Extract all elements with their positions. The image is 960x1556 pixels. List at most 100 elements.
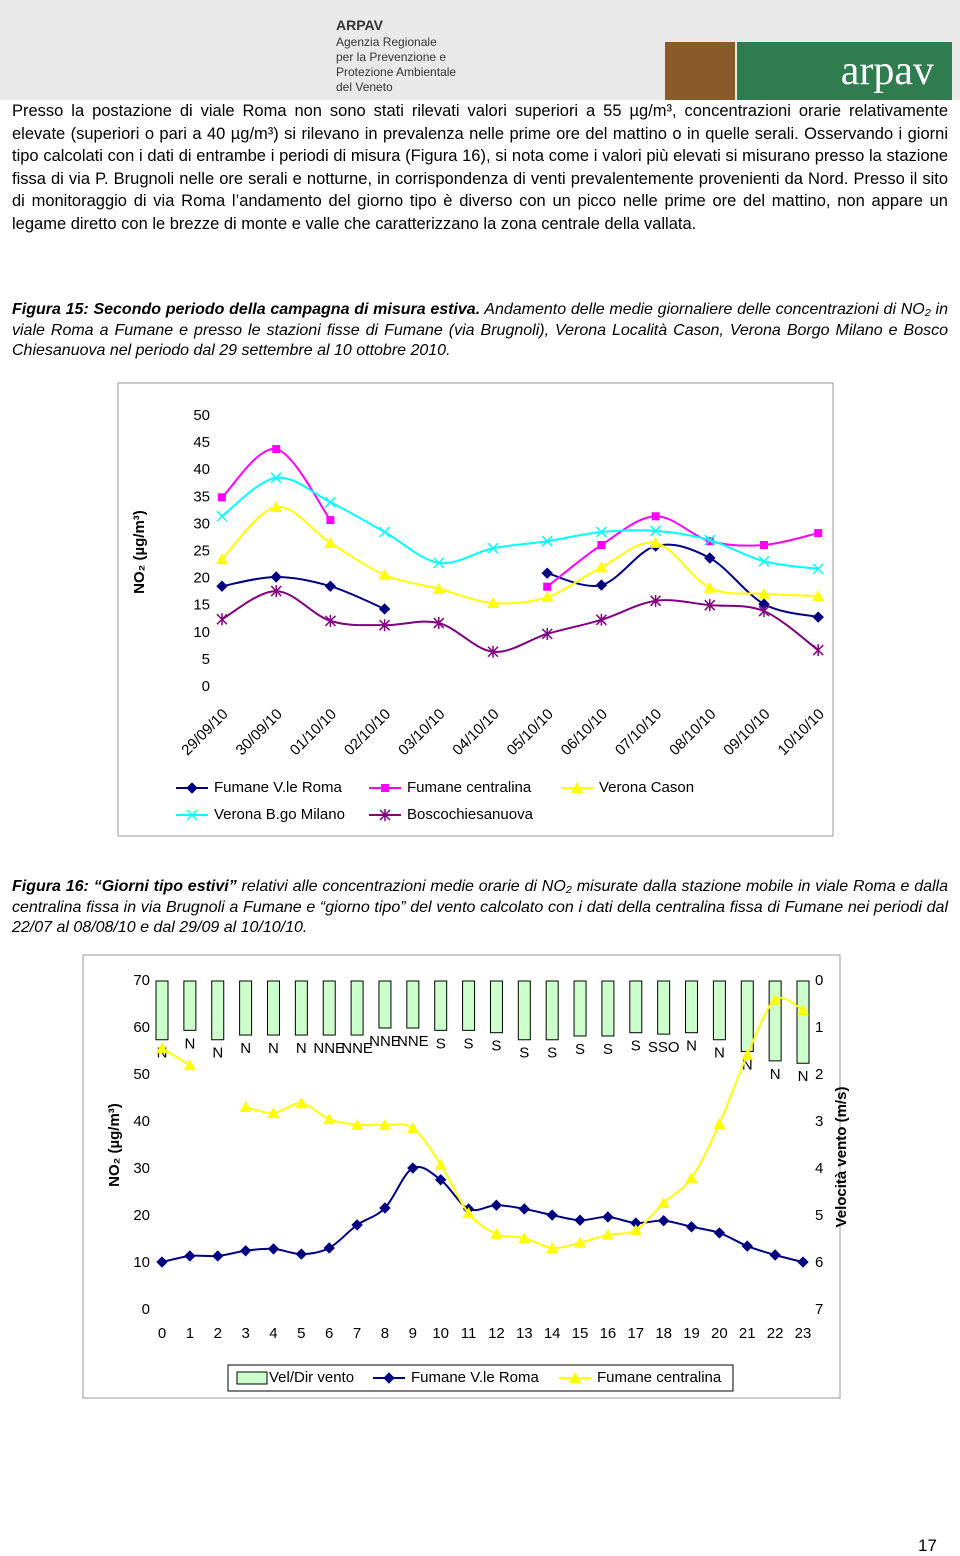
x-tick-label: 12 bbox=[488, 1325, 505, 1342]
bar bbox=[322, 980, 336, 1036]
marker bbox=[432, 582, 445, 594]
x-tick-label: 7 bbox=[353, 1325, 361, 1342]
org-line: Agenzia Regionale bbox=[336, 35, 437, 49]
bar bbox=[350, 980, 364, 1036]
org-line: per la Prevenzione e bbox=[336, 50, 447, 64]
line bbox=[221, 448, 819, 588]
marker bbox=[541, 567, 553, 579]
marker bbox=[651, 512, 660, 521]
y2-tick-label: 3 bbox=[815, 1113, 823, 1130]
bar bbox=[768, 980, 782, 1062]
marker bbox=[797, 1256, 809, 1268]
y-tick-label: 25 bbox=[193, 542, 210, 559]
x-tick-label: 29/09/10 bbox=[178, 706, 231, 759]
y-tick-label: 60 bbox=[133, 1019, 150, 1036]
paragraph: Presso la postazione di viale Roma non s… bbox=[12, 102, 948, 233]
x-tick-label: 19 bbox=[683, 1325, 700, 1342]
marker bbox=[758, 555, 770, 567]
bar-label: S bbox=[603, 1041, 613, 1058]
bar-label: N bbox=[770, 1066, 781, 1083]
bar bbox=[796, 980, 810, 1064]
marker bbox=[758, 605, 770, 618]
marker bbox=[487, 596, 499, 608]
marker bbox=[546, 1209, 558, 1221]
x-tick-label: 07/10/10 bbox=[612, 706, 665, 759]
bar bbox=[294, 980, 308, 1036]
x-tick-label: 16 bbox=[600, 1325, 617, 1342]
line bbox=[221, 506, 819, 605]
marker bbox=[760, 540, 768, 549]
y2-tick-label: 7 bbox=[815, 1301, 823, 1318]
x-tick-label: 0 bbox=[158, 1325, 166, 1342]
y-tick-label: 15 bbox=[193, 597, 210, 614]
caption: Figura 15: Secondo periodo della campagn… bbox=[12, 300, 948, 362]
x-tick-label: 04/10/10 bbox=[449, 706, 502, 759]
bar bbox=[266, 980, 280, 1036]
marker bbox=[797, 1004, 810, 1016]
caption-text: relativi alle concentrazioni medie orari… bbox=[12, 878, 949, 936]
legend-label: Vel/Dir vento bbox=[269, 1369, 354, 1386]
y-tick-label: 0 bbox=[202, 678, 210, 695]
marker bbox=[569, 1372, 581, 1383]
marker bbox=[378, 568, 391, 580]
y-axis-label: NO₂ (µg/m³) bbox=[131, 510, 148, 594]
bar-label: S bbox=[436, 1035, 446, 1052]
line bbox=[161, 997, 804, 1250]
marker bbox=[704, 534, 716, 546]
bar-label: N bbox=[714, 1045, 725, 1062]
marker bbox=[595, 579, 608, 591]
marker bbox=[324, 580, 337, 592]
marker bbox=[239, 1100, 252, 1112]
y-axis-label: NO₂ (µg/m³) bbox=[106, 1103, 123, 1187]
marker bbox=[518, 1232, 531, 1244]
marker bbox=[379, 809, 391, 821]
y-tick-label: 45 bbox=[193, 434, 210, 451]
legend-label: Fumane V.le Roma bbox=[214, 779, 343, 796]
y2-tick-label: 2 bbox=[815, 1066, 823, 1083]
marker bbox=[812, 589, 825, 601]
bar-label: NNE bbox=[369, 1033, 401, 1050]
marker bbox=[383, 1372, 395, 1384]
marker bbox=[574, 1214, 586, 1226]
bar-label: S bbox=[547, 1045, 557, 1062]
bar bbox=[183, 980, 197, 1031]
marker bbox=[156, 1256, 168, 1268]
marker bbox=[650, 525, 662, 537]
marker bbox=[379, 1202, 391, 1214]
marker bbox=[814, 529, 823, 538]
bar bbox=[573, 980, 587, 1037]
marker bbox=[546, 1241, 559, 1253]
marker bbox=[574, 1236, 587, 1248]
x-tick-label: 17 bbox=[627, 1325, 644, 1342]
marker bbox=[595, 561, 608, 573]
y-tick-label: 40 bbox=[133, 1113, 150, 1130]
marker bbox=[543, 582, 552, 591]
bar bbox=[489, 980, 503, 1034]
line bbox=[221, 476, 819, 570]
marker bbox=[541, 627, 553, 640]
marker bbox=[705, 537, 714, 546]
x-tick-label: 3 bbox=[241, 1325, 249, 1342]
bar bbox=[685, 980, 699, 1034]
marker bbox=[433, 557, 445, 569]
marker bbox=[741, 1048, 754, 1060]
x-tick-label: 30/09/10 bbox=[233, 706, 286, 759]
x-tick-label: 05/10/10 bbox=[504, 706, 557, 759]
marker bbox=[685, 1221, 698, 1233]
line bbox=[221, 590, 819, 653]
bar bbox=[155, 980, 169, 1041]
marker bbox=[216, 510, 228, 522]
bar-label: NNE bbox=[341, 1040, 373, 1057]
marker bbox=[704, 599, 716, 612]
x-tick-label: 15 bbox=[572, 1325, 589, 1342]
x-tick-label: 08/10/10 bbox=[666, 706, 719, 759]
bar-label: NNE bbox=[397, 1033, 429, 1050]
x-tick-label: 01/10/10 bbox=[287, 706, 340, 759]
marker bbox=[351, 1219, 363, 1231]
marker bbox=[812, 644, 824, 657]
y-tick-label: 20 bbox=[193, 570, 210, 587]
org-line: del Veneto bbox=[336, 80, 393, 94]
y2-tick-label: 1 bbox=[815, 1019, 823, 1036]
marker bbox=[571, 782, 583, 793]
marker bbox=[713, 1117, 726, 1129]
